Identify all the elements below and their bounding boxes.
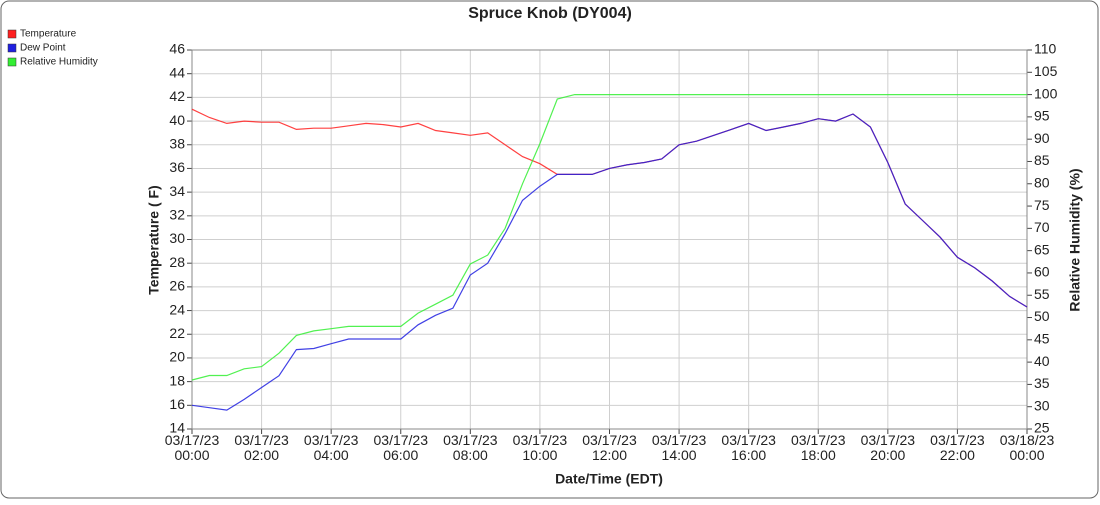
y2-tick-label: 110 xyxy=(1034,41,1057,57)
y-tick-label: 14 xyxy=(169,420,185,436)
x-tick-label: 03/17/23 16:00 xyxy=(721,432,776,463)
y2-tick-label: 85 xyxy=(1034,152,1050,168)
y-tick-label: 26 xyxy=(169,278,185,294)
legend-label: Dew Point xyxy=(20,43,66,54)
y-tick-label: 44 xyxy=(169,64,185,80)
y-tick-label: 22 xyxy=(169,325,185,341)
y2-tick-label: 80 xyxy=(1034,174,1050,190)
y-tick-label: 36 xyxy=(169,159,185,175)
y2-tick-label: 50 xyxy=(1034,308,1050,324)
y2-tick-label: 65 xyxy=(1034,241,1050,257)
y2-tick-label: 25 xyxy=(1034,420,1050,436)
y2-tick-label: 40 xyxy=(1034,353,1050,369)
y-tick-label: 34 xyxy=(169,183,185,199)
y2-tick-label: 90 xyxy=(1034,130,1050,146)
y-tick-label: 42 xyxy=(169,88,185,104)
x-tick-label: 03/17/23 20:00 xyxy=(861,432,916,463)
y-tick-label: 30 xyxy=(169,230,185,246)
y2-axis-label: Relative Humidity (%) xyxy=(1067,168,1083,311)
y2-tick-label: 55 xyxy=(1034,286,1050,302)
x-tick-label: 03/17/23 10:00 xyxy=(513,432,568,463)
legend-swatch xyxy=(7,57,17,67)
x-tick-label: 03/17/23 12:00 xyxy=(582,432,637,463)
y2-tick-label: 105 xyxy=(1034,63,1058,79)
y2-tick-label: 100 xyxy=(1034,85,1058,101)
x-tick-label: 03/17/23 14:00 xyxy=(652,432,707,463)
x-tick-label: 03/17/23 06:00 xyxy=(374,432,429,463)
y-tick-label: 28 xyxy=(169,254,185,270)
y-tick-label: 40 xyxy=(169,112,185,128)
x-tick-label: 03/17/23 04:00 xyxy=(304,432,359,463)
series-line xyxy=(191,113,1028,411)
y-tick-label: 24 xyxy=(169,301,185,317)
y2-tick-label: 70 xyxy=(1034,219,1050,235)
x-tick-label: 03/17/23 00:00 xyxy=(165,432,220,463)
y2-tick-label: 45 xyxy=(1034,331,1050,347)
y-tick-label: 32 xyxy=(169,207,185,223)
y2-tick-label: 60 xyxy=(1034,264,1050,280)
legend-swatch xyxy=(7,43,17,53)
x-tick-label: 03/17/23 02:00 xyxy=(234,432,289,463)
y-tick-label: 18 xyxy=(169,372,185,388)
x-tick-label: 03/17/23 08:00 xyxy=(443,432,498,463)
series-line xyxy=(191,94,1027,381)
plot-border xyxy=(191,49,1028,430)
y-tick-label: 20 xyxy=(169,349,185,365)
x-tick-label: 03/17/23 22:00 xyxy=(930,432,985,463)
y-axis-label: Temperature ( F) xyxy=(146,185,162,294)
legend-label: Temperature xyxy=(20,29,77,40)
x-tick-label: 03/18/23 00:00 xyxy=(1000,432,1055,463)
y-tick-label: 46 xyxy=(169,41,185,57)
y-tick-label: 38 xyxy=(169,135,185,151)
legend-swatch xyxy=(7,29,17,39)
y2-tick-label: 95 xyxy=(1034,108,1050,124)
y2-tick-label: 75 xyxy=(1034,197,1050,213)
y-tick-label: 16 xyxy=(169,396,185,412)
chart-title: Spruce Knob (DY004) xyxy=(468,5,632,22)
x-axis-label: Date/Time (EDT) xyxy=(555,471,663,487)
x-tick-label: 03/17/23 18:00 xyxy=(791,432,846,463)
legend-label: Relative Humidity xyxy=(20,57,98,68)
y2-tick-label: 35 xyxy=(1034,375,1050,391)
y2-tick-label: 30 xyxy=(1034,397,1050,413)
